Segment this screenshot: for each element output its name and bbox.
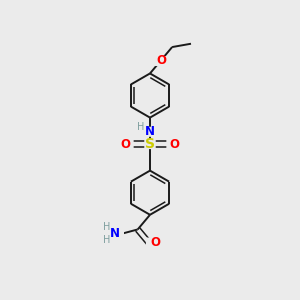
FancyBboxPatch shape bbox=[146, 238, 158, 248]
FancyBboxPatch shape bbox=[166, 139, 178, 149]
FancyBboxPatch shape bbox=[144, 127, 156, 137]
Text: H: H bbox=[103, 235, 110, 245]
Text: O: O bbox=[156, 54, 166, 67]
Text: O: O bbox=[121, 138, 131, 151]
Text: N: N bbox=[110, 227, 120, 240]
Text: H: H bbox=[137, 122, 145, 132]
FancyBboxPatch shape bbox=[155, 56, 166, 66]
Text: O: O bbox=[169, 138, 179, 151]
FancyBboxPatch shape bbox=[144, 139, 156, 149]
Text: N: N bbox=[145, 125, 155, 138]
Text: O: O bbox=[150, 236, 160, 249]
FancyBboxPatch shape bbox=[122, 139, 134, 149]
Text: H: H bbox=[103, 222, 110, 233]
Text: S: S bbox=[145, 137, 155, 151]
FancyBboxPatch shape bbox=[112, 229, 124, 239]
